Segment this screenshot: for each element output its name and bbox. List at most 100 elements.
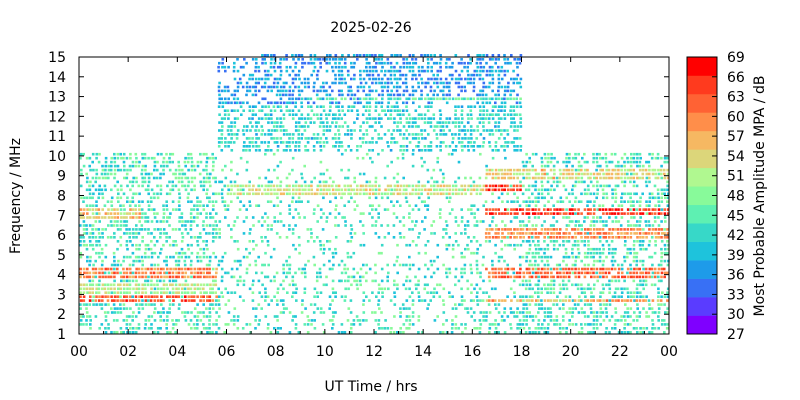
heatmap-cell — [190, 271, 193, 275]
heatmap-cell — [429, 117, 433, 120]
heatmap-cell — [288, 208, 292, 211]
heatmap-cell — [233, 319, 236, 322]
heatmap-cell — [359, 77, 362, 81]
heatmap-cell — [267, 323, 270, 326]
heatmap-cell — [528, 232, 531, 235]
heatmap-cell — [261, 283, 264, 287]
heatmap-cell — [276, 105, 280, 108]
heatmap-cell — [279, 327, 282, 330]
heatmap-cell — [420, 117, 424, 120]
heatmap-cell — [482, 129, 486, 132]
heatmap-cell — [143, 152, 147, 156]
heatmap-cell — [159, 299, 163, 302]
heatmap-cell — [420, 77, 423, 81]
heatmap-cell — [285, 271, 289, 275]
heatmap-cell — [497, 149, 500, 152]
heatmap-cell — [374, 117, 377, 120]
heatmap-cell — [212, 160, 215, 164]
heatmap-cell — [209, 184, 212, 188]
heatmap-cell — [451, 133, 454, 136]
heatmap-cell — [88, 291, 92, 294]
heatmap-cell — [442, 184, 446, 188]
heatmap-cell — [460, 220, 464, 223]
heatmap-cell — [307, 137, 310, 140]
heatmap-cell — [196, 255, 199, 259]
heatmap-cell — [98, 243, 102, 247]
heatmap-cell — [193, 267, 197, 271]
heatmap-cell — [463, 255, 466, 259]
heatmap-cell — [340, 81, 344, 85]
heatmap-cell — [162, 243, 165, 247]
heatmap-cell — [134, 331, 138, 334]
heatmap-cell — [460, 303, 464, 306]
heatmap-cell — [98, 267, 101, 271]
heatmap-cell — [559, 200, 563, 203]
heatmap-cell — [350, 188, 353, 192]
heatmap-cell — [457, 61, 461, 65]
heatmap-cell — [469, 77, 472, 81]
heatmap-cell — [288, 311, 292, 314]
heatmap-cell — [242, 145, 246, 148]
heatmap-cell — [525, 168, 529, 172]
heatmap-cell — [491, 89, 494, 93]
heatmap-cell — [362, 54, 366, 57]
heatmap-cell — [528, 303, 532, 306]
heatmap-cell — [583, 275, 587, 279]
heatmap-cell — [576, 228, 580, 231]
heatmap-cell — [531, 184, 534, 188]
heatmap-cell — [100, 303, 104, 306]
heatmap-cell — [565, 263, 568, 267]
heatmap-cell — [269, 109, 273, 112]
heatmap-cell — [544, 156, 547, 160]
heatmap-cell — [297, 109, 301, 112]
heatmap-cell — [509, 327, 513, 330]
heatmap-cell — [322, 141, 326, 144]
heatmap-cell — [512, 141, 515, 144]
heatmap-cell — [438, 295, 442, 298]
heatmap-cell — [445, 85, 449, 89]
heatmap-cell — [282, 149, 286, 152]
heatmap-cell — [285, 65, 289, 69]
heatmap-cell — [547, 200, 550, 203]
heatmap-cell — [184, 164, 187, 168]
heatmap-cell — [144, 299, 148, 302]
heatmap-cell — [521, 279, 525, 283]
heatmap-cell — [117, 192, 120, 196]
heatmap-cell — [183, 259, 187, 263]
heatmap-cell — [599, 275, 602, 279]
heatmap-cell — [501, 220, 504, 223]
heatmap-cell — [488, 327, 492, 330]
heatmap-cell — [396, 172, 400, 176]
heatmap-cell — [95, 204, 98, 207]
heatmap-cell — [97, 228, 101, 231]
heatmap-cell — [414, 109, 418, 112]
heatmap-cell — [359, 275, 362, 279]
heatmap-cell — [232, 275, 236, 279]
heatmap-cell — [214, 176, 217, 180]
heatmap-cell — [85, 303, 88, 306]
heatmap-cell — [189, 228, 193, 231]
heatmap-cell — [349, 327, 353, 330]
heatmap-cell — [420, 200, 424, 203]
heatmap-cell — [466, 129, 470, 132]
heatmap-cell — [116, 212, 120, 215]
heatmap-cell — [190, 243, 193, 247]
heatmap-cell — [215, 331, 218, 334]
heatmap-cell — [546, 267, 550, 271]
heatmap-cell — [171, 152, 175, 156]
heatmap-cell — [586, 160, 589, 164]
heatmap-cell — [546, 259, 549, 263]
heatmap-cell — [359, 69, 362, 73]
heatmap-cell — [137, 299, 141, 302]
heatmap-cell — [82, 323, 85, 326]
heatmap-cell — [264, 77, 267, 81]
heatmap-cell — [95, 216, 98, 219]
heatmap-cell — [79, 236, 83, 239]
heatmap-cell — [181, 184, 184, 188]
heatmap-cell — [125, 315, 129, 318]
heatmap-cell — [571, 307, 574, 310]
heatmap-cell — [411, 137, 415, 140]
heatmap-cell — [338, 73, 341, 77]
heatmap-cell — [553, 208, 556, 211]
heatmap-cell — [380, 287, 384, 291]
